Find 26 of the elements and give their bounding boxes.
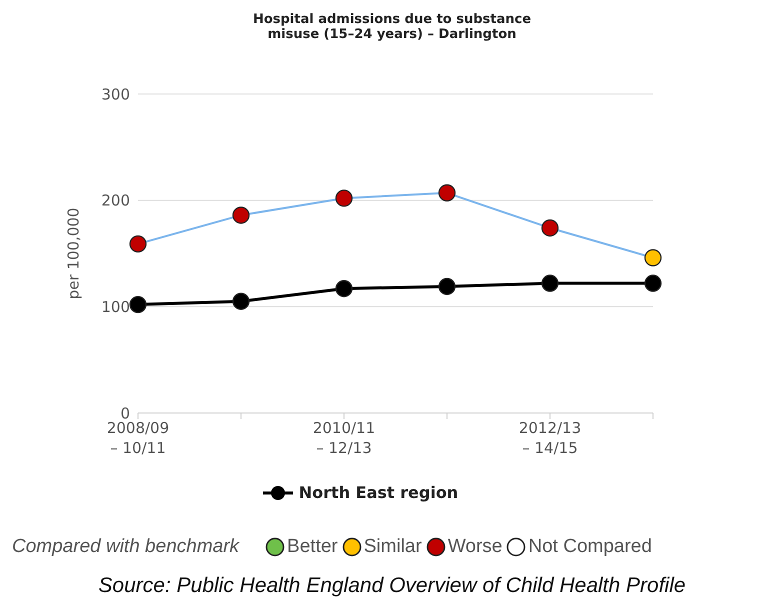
text: Similar [362, 536, 422, 558]
source-note: Source: Public Health England Overview of Child Health Profile [97, 574, 687, 598]
y-tick-label: 100 [101, 298, 130, 316]
point [644, 274, 662, 292]
point [232, 206, 250, 224]
text: Not Compared [527, 536, 652, 558]
point [129, 235, 147, 253]
point [438, 184, 456, 202]
text: Better [286, 536, 338, 558]
y-tick-label: 300 [101, 85, 130, 104]
x-tick-label: 2012/13 – 14/15 [518, 419, 582, 457]
point [232, 292, 250, 310]
point [129, 296, 147, 314]
legend-label: North East region [298, 483, 458, 502]
point [335, 280, 353, 298]
point [644, 249, 662, 266]
point [541, 274, 559, 292]
point [541, 219, 559, 237]
text: Worse [446, 536, 502, 558]
y-axis-title: per 100,000 [64, 208, 82, 300]
point [335, 190, 353, 207]
x-tick-label: 2010/11 – 12/13 [312, 419, 376, 457]
text: Compared with benchmark [12, 536, 240, 558]
y-tick-label: 200 [101, 192, 130, 210]
chart-title: Hospital admissions due to substance misuse (15–24 years) – Darlington [252, 11, 532, 42]
point [438, 278, 456, 296]
